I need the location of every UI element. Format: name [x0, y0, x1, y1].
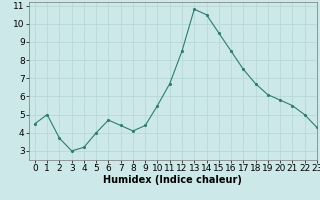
X-axis label: Humidex (Indice chaleur): Humidex (Indice chaleur)	[103, 175, 242, 185]
